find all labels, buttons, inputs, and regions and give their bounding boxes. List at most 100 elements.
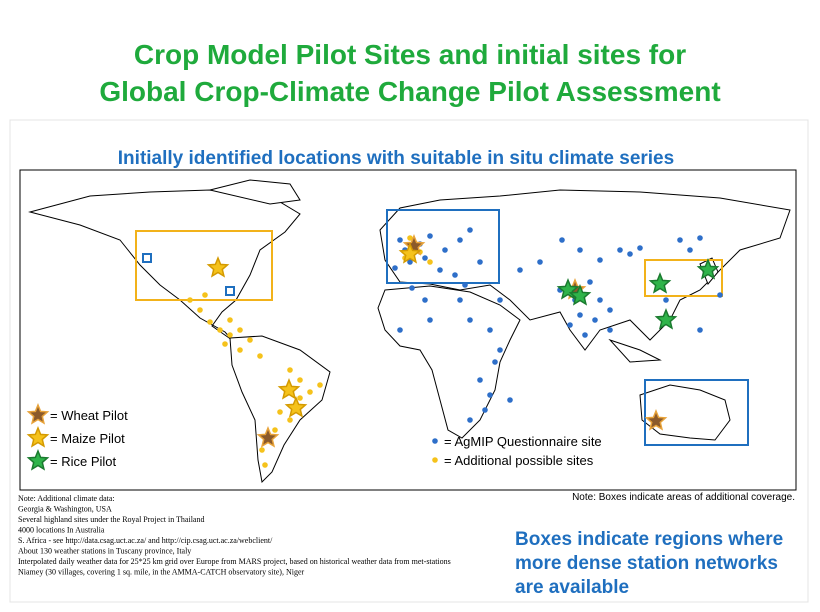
legend-label: = Rice Pilot [50,454,116,469]
pilot-star [568,284,592,306]
site-dot [427,259,433,265]
land-mass [377,285,521,439]
pilot-star [696,258,720,280]
site-dot [477,259,483,265]
notes: Note: Additional climate data: Georgia & … [18,494,451,577]
site-dot [517,267,523,273]
legend-label: = Wheat Pilot [50,408,128,423]
site-dot [637,245,643,251]
site-dot [422,297,428,303]
coverage-box [386,209,500,284]
site-dot [197,307,203,313]
site-dot [467,417,473,423]
site-dot [262,462,268,468]
site-dot [477,377,483,383]
site-dot [407,235,413,241]
legend-label: = AgMIP Questionnaire site [444,434,602,449]
site-dot [577,312,583,318]
coverage-box [225,286,235,296]
site-dot [237,327,243,333]
site-dot [427,317,433,323]
pilot-star [654,308,678,330]
site-dot [697,327,703,333]
site-dot [663,297,669,303]
site-dot [497,297,503,303]
site-dot [392,265,398,271]
site-dot [717,292,723,298]
site-dot [237,347,243,353]
site-dot [457,297,463,303]
pilot-star [26,403,50,425]
site-dot [297,395,303,401]
site-dot [409,285,415,291]
site-dot [222,341,228,347]
site-dot [397,237,403,243]
site-dot [487,327,493,333]
site-dot [272,427,278,433]
site-dot [227,317,233,323]
site-dot [187,297,193,303]
legend-label: = Maize Pilot [50,431,125,446]
note-line: About 130 weather stations in Tuscany pr… [18,547,191,556]
site-dot [597,297,603,303]
site-dot [587,279,593,285]
pilot-star [26,426,50,448]
coverage-box [135,230,273,301]
site-dot [597,257,603,263]
land-mass [608,338,662,363]
pilot-star [277,378,301,400]
site-dot [577,247,583,253]
note-line: Note: Additional climate data: [18,494,115,503]
land-mass [229,335,331,484]
note-line: Interpolated daily weather data for 25*2… [18,557,451,566]
coverage-box [644,379,749,446]
site-dot [287,367,293,373]
site-dot [677,237,683,243]
coverage-box [142,253,152,263]
map-subtitle: Initially identified locations with suit… [118,148,674,169]
site-dot [422,255,428,261]
note-line: Niamey (30 villages, covering 1 sq. mile… [18,568,305,577]
site-dot [617,247,623,253]
site-dot [457,237,463,243]
callout-line: Boxes indicate regions where [515,529,783,550]
pilot-star [398,242,422,264]
site-dot [697,235,703,241]
site-dot [497,347,503,353]
site-dot [492,359,498,365]
note-line: S. Africa - see http://data.csag.uct.ac.… [18,536,273,545]
note-line: Georgia & Washington, USA [18,505,112,514]
site-dot [202,292,208,298]
site-dot [257,353,263,359]
site-dot [207,319,213,325]
site-dot [462,282,468,288]
site-dot [427,233,433,239]
site-dot [507,397,513,403]
note-line: 4000 locations In Australia [18,526,105,535]
site-dot [537,259,543,265]
site-dot [607,307,613,313]
site-dot [259,447,265,453]
site-dot [297,377,303,383]
site-dot [227,332,233,338]
pilot-star [284,396,308,418]
site-dot [437,267,443,273]
note-line: Several highland sites under the Royal P… [18,515,204,524]
site-dot [607,327,613,333]
title-line: Global Crop-Climate Change Pilot Assessm… [99,76,720,107]
land-mass [209,179,301,205]
pilot-star [206,256,230,278]
site-dot [482,407,488,413]
land-mass [379,189,791,351]
site-dot [467,227,473,233]
callout-line: are available [515,577,629,598]
site-dot [432,438,438,444]
site-dot [247,337,253,343]
callout-line: more dense station networks [515,553,778,574]
site-dot [407,259,413,265]
site-dot [559,237,565,243]
coverage-box [644,259,723,297]
pilot-star [26,449,50,471]
site-dot [487,392,493,398]
